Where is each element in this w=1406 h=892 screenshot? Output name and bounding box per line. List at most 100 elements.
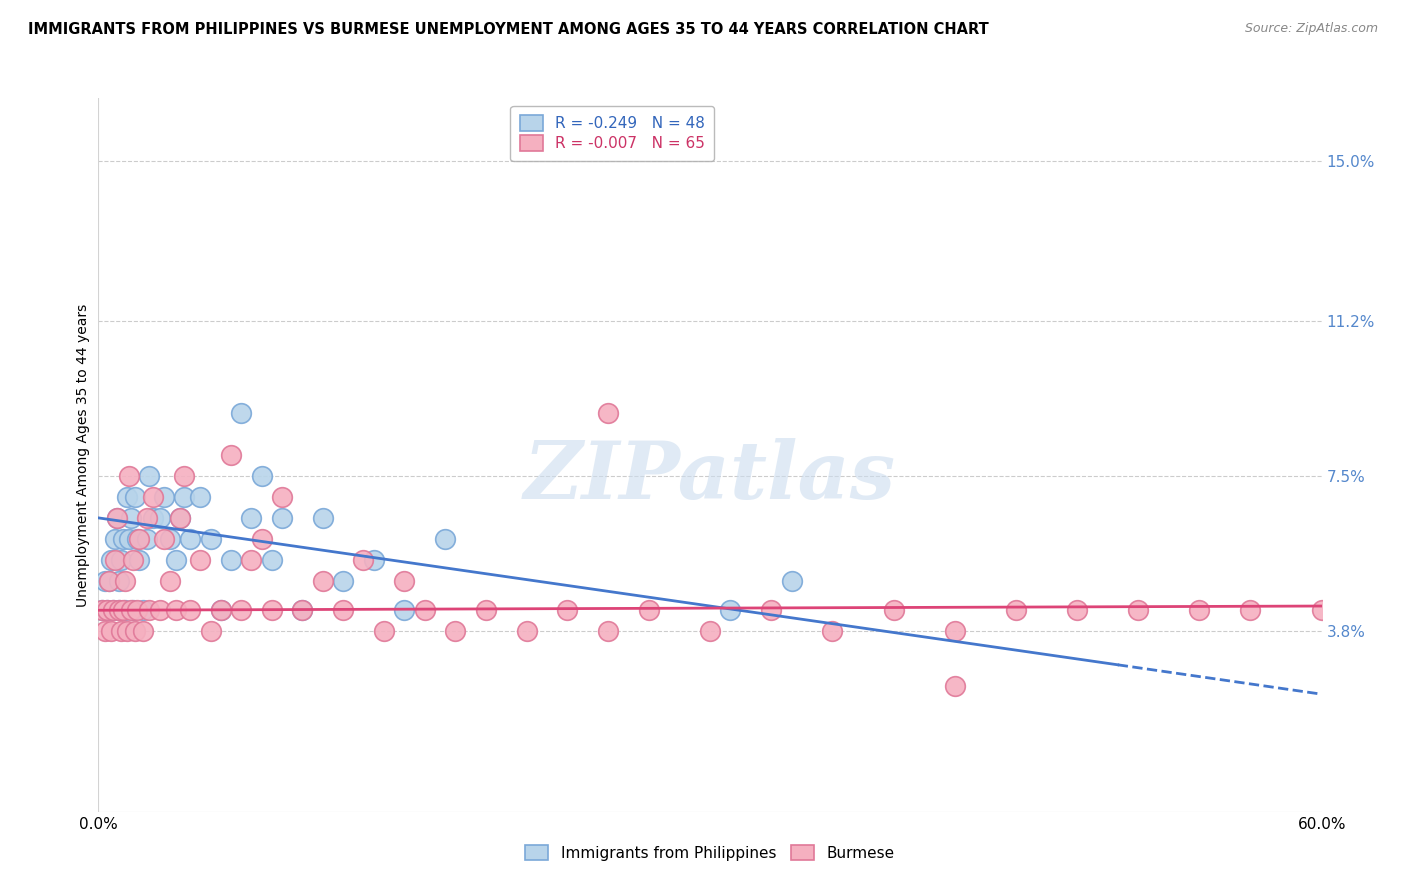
Point bbox=[101, 603, 124, 617]
Point bbox=[149, 603, 172, 617]
Point bbox=[111, 532, 134, 546]
Point bbox=[165, 603, 187, 617]
Point bbox=[114, 574, 136, 588]
Point bbox=[132, 603, 155, 617]
Point bbox=[122, 603, 145, 617]
Point bbox=[105, 511, 128, 525]
Point bbox=[142, 511, 165, 525]
Point bbox=[101, 603, 124, 617]
Point bbox=[270, 490, 294, 504]
Point bbox=[291, 603, 314, 617]
Point bbox=[173, 490, 195, 504]
Point bbox=[219, 553, 242, 567]
Point bbox=[100, 624, 122, 639]
Point bbox=[200, 624, 222, 639]
Point bbox=[97, 574, 120, 588]
Point bbox=[138, 469, 160, 483]
Point bbox=[152, 490, 174, 504]
Point bbox=[780, 574, 803, 588]
Point bbox=[291, 603, 314, 617]
Point bbox=[93, 624, 115, 639]
Point bbox=[169, 511, 191, 525]
Point bbox=[434, 532, 457, 546]
Point bbox=[108, 603, 131, 617]
Point bbox=[128, 553, 150, 567]
Point bbox=[100, 553, 122, 567]
Point bbox=[115, 624, 138, 639]
Point bbox=[127, 603, 149, 617]
Point bbox=[97, 574, 120, 588]
Point bbox=[1128, 603, 1150, 617]
Legend: Immigrants from Philippines, Burmese: Immigrants from Philippines, Burmese bbox=[517, 837, 903, 868]
Point bbox=[91, 603, 114, 617]
Point bbox=[132, 624, 155, 639]
Point bbox=[104, 553, 127, 567]
Point bbox=[1004, 603, 1026, 617]
Point bbox=[1310, 603, 1333, 617]
Point bbox=[638, 603, 661, 617]
Point bbox=[111, 603, 134, 617]
Point bbox=[127, 532, 149, 546]
Point bbox=[943, 679, 966, 693]
Point bbox=[110, 553, 132, 567]
Point bbox=[122, 553, 145, 567]
Point bbox=[598, 624, 620, 639]
Point bbox=[312, 574, 335, 588]
Point bbox=[761, 603, 783, 617]
Point bbox=[352, 553, 374, 567]
Point bbox=[108, 603, 131, 617]
Point bbox=[209, 603, 232, 617]
Point bbox=[152, 532, 174, 546]
Point bbox=[104, 532, 127, 546]
Point bbox=[169, 511, 191, 525]
Point bbox=[332, 574, 354, 588]
Point bbox=[219, 448, 242, 462]
Point bbox=[120, 603, 142, 617]
Text: IMMIGRANTS FROM PHILIPPINES VS BURMESE UNEMPLOYMENT AMONG AGES 35 TO 44 YEARS CO: IMMIGRANTS FROM PHILIPPINES VS BURMESE U… bbox=[28, 22, 988, 37]
Point bbox=[200, 532, 222, 546]
Point bbox=[115, 490, 138, 504]
Point bbox=[557, 603, 579, 617]
Point bbox=[114, 603, 136, 617]
Point bbox=[1239, 603, 1261, 617]
Point bbox=[260, 553, 283, 567]
Point bbox=[231, 406, 253, 420]
Point bbox=[332, 603, 354, 617]
Point bbox=[1188, 603, 1211, 617]
Point bbox=[96, 603, 118, 617]
Point bbox=[699, 624, 721, 639]
Point bbox=[943, 624, 966, 639]
Point bbox=[209, 603, 232, 617]
Point bbox=[179, 603, 201, 617]
Point bbox=[138, 603, 160, 617]
Point bbox=[373, 624, 395, 639]
Point bbox=[188, 490, 212, 504]
Point bbox=[159, 574, 181, 588]
Point bbox=[312, 511, 335, 525]
Point bbox=[250, 469, 273, 483]
Point bbox=[118, 532, 141, 546]
Point bbox=[413, 603, 436, 617]
Point bbox=[96, 603, 118, 617]
Point bbox=[118, 469, 141, 483]
Point bbox=[108, 574, 131, 588]
Point bbox=[142, 490, 165, 504]
Point bbox=[231, 603, 253, 617]
Point bbox=[392, 574, 416, 588]
Point bbox=[363, 553, 385, 567]
Point bbox=[250, 532, 273, 546]
Y-axis label: Unemployment Among Ages 35 to 44 years: Unemployment Among Ages 35 to 44 years bbox=[76, 303, 90, 607]
Point bbox=[165, 553, 187, 567]
Text: Source: ZipAtlas.com: Source: ZipAtlas.com bbox=[1244, 22, 1378, 36]
Point bbox=[444, 624, 467, 639]
Point bbox=[598, 406, 620, 420]
Point bbox=[516, 624, 538, 639]
Point bbox=[474, 603, 498, 617]
Point bbox=[124, 490, 146, 504]
Point bbox=[173, 469, 195, 483]
Point bbox=[136, 511, 159, 525]
Point bbox=[128, 532, 150, 546]
Point bbox=[720, 603, 742, 617]
Point bbox=[110, 624, 132, 639]
Point bbox=[179, 532, 201, 546]
